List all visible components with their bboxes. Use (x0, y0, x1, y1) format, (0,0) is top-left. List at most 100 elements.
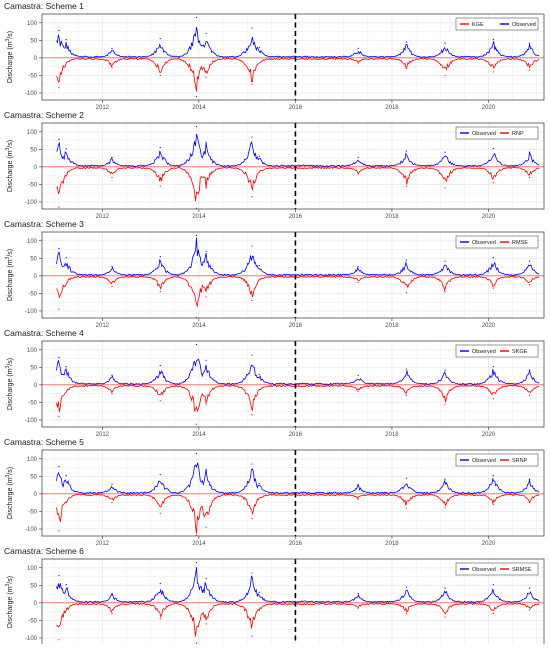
peak-point-observed (195, 125, 198, 128)
peak-point-observed (405, 586, 408, 588)
legend-label: SKGE (512, 349, 528, 355)
y-tick-label: 100 (27, 239, 38, 245)
peak-point-observed (357, 265, 359, 267)
peak-point-observed (205, 141, 207, 143)
peak-point-observed (111, 265, 113, 267)
peak-point-observed (205, 250, 207, 252)
peak-point-observed (492, 39, 494, 41)
peak-point-rmse (58, 308, 60, 310)
peak-point-observed (405, 368, 408, 370)
peak-point-skge (444, 403, 446, 405)
peak-point-observed (251, 27, 253, 29)
peak-point-srmse (444, 616, 446, 618)
peak-point-srnp (159, 512, 161, 514)
peak-point-observed (357, 592, 359, 595)
peak-point-observed (111, 483, 113, 485)
y-tick-label: 0 (34, 601, 38, 607)
y-tick-label: 0 (34, 274, 38, 280)
peak-point-srnp (58, 530, 60, 532)
peak-point-observed (444, 151, 446, 153)
peak-point-srnp (111, 502, 113, 504)
peak-point-rnp (111, 176, 113, 179)
y-tick-label: 50 (30, 257, 37, 263)
peak-point-observed (492, 257, 494, 259)
peak-point-srmse (111, 612, 113, 615)
peak-point-srmse (159, 618, 161, 620)
peak-point-srnp (251, 517, 253, 520)
peak-point-skge (357, 390, 359, 392)
y-tick-label: 100 (27, 457, 38, 463)
x-tick-label: 2016 (289, 541, 303, 547)
y-tick-label: -100 (25, 527, 38, 533)
peak-point-rnp (405, 185, 408, 187)
y-tick-label: 50 (30, 584, 37, 590)
legend-box (455, 235, 539, 249)
plot-frame (41, 231, 545, 319)
legend-label: RNP (512, 131, 524, 137)
series-line-observed (56, 237, 540, 277)
peak-point-kge (195, 95, 198, 98)
peak-point-observed (492, 584, 494, 586)
x-tick-label: 2016 (289, 323, 303, 329)
x-tick-label: 2014 (192, 214, 206, 220)
peak-point-srmse (205, 623, 207, 625)
peak-point-observed (251, 136, 253, 138)
peak-point-kge (405, 67, 408, 70)
peak-point-rmse (205, 296, 207, 298)
peak-point-observed (251, 572, 253, 574)
y-tick-label: 0 (34, 492, 38, 498)
peak-point-observed (111, 47, 113, 50)
y-tick-label: 50 (30, 39, 37, 45)
x-tick-label: 2012 (96, 323, 110, 329)
peak-point-kge (492, 71, 494, 73)
legend: Observed SRMSE (455, 562, 539, 576)
peak-point-observed (251, 463, 253, 465)
peak-point-observed (65, 584, 67, 586)
series-line-observed (56, 462, 540, 495)
legend: Observed RMSE (455, 235, 539, 249)
legend-box (455, 17, 539, 31)
peak-point-observed (528, 587, 531, 589)
peak-point-observed (65, 475, 67, 477)
peak-point-observed (444, 42, 446, 44)
peak-point-skge (58, 415, 60, 418)
legend-label: KGE (472, 22, 484, 28)
peak-point-observed (159, 582, 161, 585)
peak-point-observed (159, 37, 161, 40)
peak-point-observed (195, 234, 198, 237)
panel-2: Camastra: Scheme 2 100 50 0 -50 -100 Discharge… (4, 110, 545, 220)
y-tick-label: -100 (25, 636, 38, 642)
peak-point-rmse (357, 281, 359, 283)
peak-point-rmse (492, 287, 494, 289)
plot-frame (41, 449, 545, 537)
peak-point-rnp (205, 187, 207, 189)
peak-point-observed (492, 475, 494, 477)
peak-point-kge (251, 83, 253, 85)
peak-point-observed (58, 247, 60, 250)
peak-point-rmse (195, 316, 198, 318)
peak-point-observed (258, 591, 260, 593)
y-axis-label: Discharge (m3/s) (5, 467, 14, 519)
peak-point-observed (159, 146, 161, 149)
peak-point-kge (111, 67, 113, 69)
x-tick-label: 2018 (385, 323, 399, 329)
panel-title: Camastra: Scheme 2 (4, 110, 84, 120)
peak-point-skge (195, 423, 198, 425)
peak-point-rnp (357, 173, 359, 175)
panel-4: Camastra: Scheme 4 100 50 0 -50 -100 Discharge… (4, 328, 545, 438)
legend-label: RMSE (512, 240, 528, 246)
peak-point-srmse (58, 639, 60, 641)
x-tick-label: 2012 (96, 105, 110, 111)
y-tick-label: 0 (34, 383, 38, 389)
panel-title: Camastra: Scheme 1 (4, 1, 84, 11)
peak-point-observed (205, 577, 207, 579)
peak-point-rnp (251, 196, 253, 198)
peak-point-observed (405, 477, 408, 479)
plot-frame (41, 122, 545, 210)
peak-point-observed (357, 374, 359, 376)
peak-point-srnp (205, 526, 207, 528)
y-axis-label: Discharge (m3/s) (5, 358, 14, 410)
peak-point-observed (492, 148, 494, 150)
